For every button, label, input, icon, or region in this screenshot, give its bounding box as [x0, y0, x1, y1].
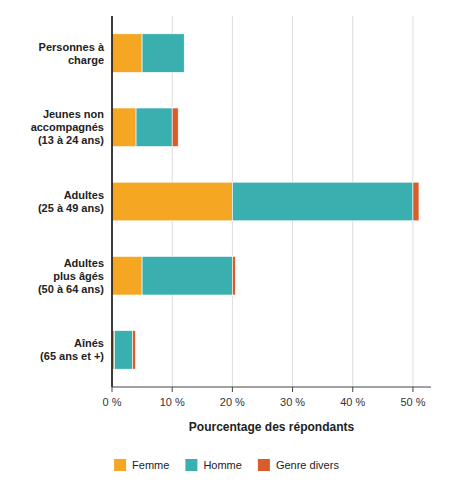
y-tick-label-line: Personnes à	[39, 41, 105, 53]
legend-item: Femme	[114, 459, 169, 471]
legend-item: Homme	[185, 459, 242, 471]
bar-segment	[132, 331, 135, 370]
y-tick-label: Adultes(25 à 49 ans)	[38, 189, 104, 214]
grid-line	[112, 16, 113, 387]
bar-segment	[112, 182, 232, 221]
x-tick-label: 40 %	[340, 396, 365, 408]
y-tick-label-line: Adultes	[64, 257, 104, 269]
bars	[112, 34, 419, 369]
y-tick-label-line: (50 à 64 ans)	[38, 283, 104, 295]
y-tick-label-line: Adultes	[64, 189, 104, 201]
legend-swatch	[185, 459, 197, 471]
legend: Femme Homme Genre divers	[114, 459, 339, 471]
legend-label: Homme	[203, 459, 242, 471]
y-tick-label-line: charge	[68, 54, 104, 66]
bar-segment	[184, 34, 185, 73]
y-tick-label-line: (65 ans et +)	[40, 350, 104, 362]
bar-segment	[112, 108, 136, 147]
x-tick	[112, 387, 113, 392]
x-axis-title: Pourcentage des répondants	[189, 420, 355, 434]
x-tick-label: 50 %	[400, 396, 425, 408]
bar-segment	[142, 256, 232, 295]
legend-label: Femme	[132, 459, 169, 471]
x-tick	[232, 387, 233, 392]
grid	[112, 16, 413, 387]
y-tick-label-line: (13 à 24 ans)	[38, 134, 104, 146]
bar-segment	[413, 182, 419, 221]
y-tick-label-line: Jeunes non	[43, 108, 104, 120]
x-tick-label: 30 %	[280, 396, 305, 408]
y-tick-label: Jeunes nonaccompagnés(13 à 24 ans)	[31, 108, 105, 146]
legend-item: Genre divers	[258, 459, 339, 471]
legend-swatch	[258, 459, 270, 471]
y-axis-line	[111, 16, 113, 387]
bar-segment	[136, 108, 172, 147]
x-tick	[172, 387, 173, 392]
bar-segment	[114, 331, 132, 370]
bar-segment	[232, 256, 235, 295]
bar-segment	[232, 182, 413, 221]
y-tick-label-line: (25 à 49 ans)	[38, 202, 104, 214]
x-axis-line	[112, 387, 431, 388]
axes: 0 % 10 % 20 % 30 % 40 % 50 % Personnes àcharge…	[31, 16, 431, 408]
x-tick-label: 20 %	[220, 396, 245, 408]
y-tick-label-line: plus âgés	[53, 270, 104, 282]
bar-segment	[112, 256, 142, 295]
x-tick-label: 0 %	[103, 396, 122, 408]
x-tick-label: 10 %	[160, 396, 185, 408]
x-tick	[292, 387, 293, 392]
y-tick-label-line: Aînés	[74, 337, 104, 349]
y-tick-label-line: accompagnés	[31, 121, 104, 133]
legend-swatch	[114, 459, 126, 471]
y-tick-label: Personnes àcharge	[39, 41, 105, 66]
bar-segment	[142, 34, 184, 73]
bar-segment	[112, 34, 142, 73]
y-tick-label: Adultesplus âgés(50 à 64 ans)	[38, 257, 104, 295]
x-tick	[352, 387, 353, 392]
legend-label: Genre divers	[276, 459, 339, 471]
y-tick-label: Aînés(65 ans et +)	[40, 337, 104, 362]
bar-segment	[172, 108, 178, 147]
chart-svg: 0 % 10 % 20 % 30 % 40 % 50 % Personnes àcharge…	[0, 0, 453, 491]
x-tick	[412, 387, 413, 392]
